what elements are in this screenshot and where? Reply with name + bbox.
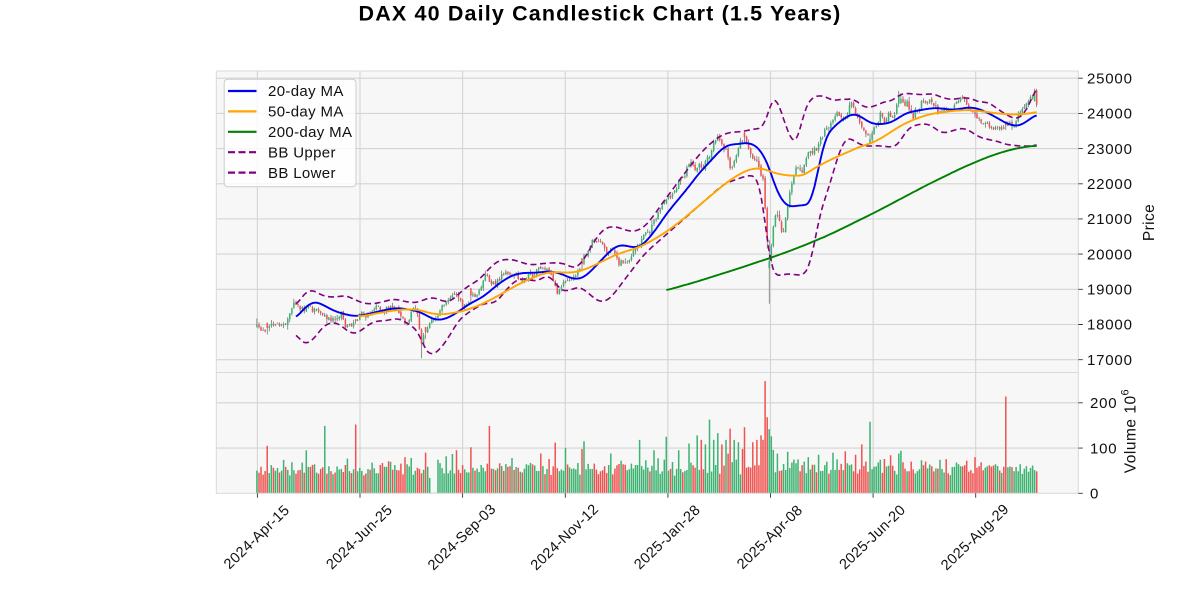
- svg-text:200-day MA: 200-day MA: [268, 124, 352, 141]
- svg-text:20-day MA: 20-day MA: [268, 83, 344, 100]
- svg-text:20000: 20000: [1087, 246, 1133, 263]
- svg-text:BB Lower: BB Lower: [268, 165, 336, 182]
- svg-text:18000: 18000: [1087, 317, 1133, 334]
- svg-text:0: 0: [1090, 486, 1099, 503]
- svg-text:Price: Price: [1141, 204, 1158, 241]
- svg-text:24000: 24000: [1087, 106, 1133, 123]
- svg-text:25000: 25000: [1087, 70, 1133, 87]
- svg-text:17000: 17000: [1087, 352, 1133, 369]
- svg-text:23000: 23000: [1087, 141, 1133, 158]
- svg-text:Volume 106: Volume 106: [1120, 389, 1140, 473]
- svg-text:200: 200: [1090, 395, 1117, 412]
- svg-text:50-day MA: 50-day MA: [268, 104, 344, 121]
- svg-text:22000: 22000: [1087, 176, 1133, 193]
- svg-text:DAX 40 Daily Candlestick Chart: DAX 40 Daily Candlestick Chart (1.5 Year…: [359, 2, 842, 26]
- svg-text:BB Upper: BB Upper: [268, 144, 336, 161]
- svg-text:19000: 19000: [1087, 282, 1133, 299]
- svg-text:100: 100: [1090, 440, 1117, 457]
- svg-text:21000: 21000: [1087, 211, 1133, 228]
